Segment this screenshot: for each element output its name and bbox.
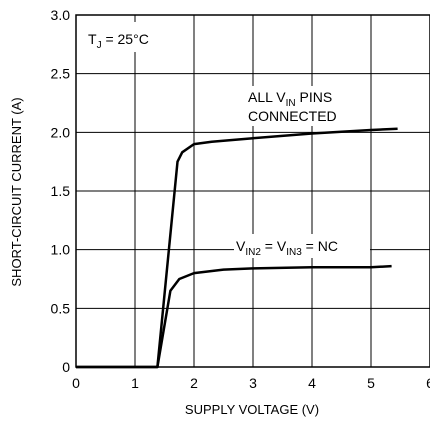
y-tick-label: 3.0 (51, 7, 71, 23)
y-tick-label: 2.5 (51, 66, 71, 82)
x-tick-label: 3 (249, 375, 257, 391)
condition-rest: = 25°C (102, 31, 149, 47)
x-tick-label: 4 (308, 375, 316, 391)
nc-box (234, 234, 370, 258)
condition-main: T (88, 31, 97, 47)
x-tick-label: 1 (131, 375, 139, 391)
y-axis-label: SHORT-CIRCUIT CURRENT (A) (9, 97, 24, 286)
nc-b: = V (261, 238, 287, 254)
x-tick-label: 2 (190, 375, 198, 391)
nc-label: VIN2 = VIN3 = NC (236, 238, 338, 258)
all-pins-line1-sub: IN (286, 98, 296, 109)
x-axis-label: SUPPLY VOLTAGE (V) (185, 402, 319, 417)
y-tick-label: 2.0 (51, 124, 71, 140)
x-tick-label: 5 (367, 375, 375, 391)
all-pins-label-line2: CONNECTED (248, 108, 337, 124)
all-pins-line1-b: PINS (296, 89, 333, 105)
condition-sub: J (97, 40, 102, 51)
tick-labels: 0 1 2 3 4 5 6 0 0.5 1.0 1.5 2.0 2.5 3.0 (51, 7, 430, 391)
all-pins-box (246, 86, 358, 126)
y-tick-label: 0 (62, 359, 70, 375)
nc-c: = NC (302, 238, 338, 254)
y-tick-label: 1.5 (51, 183, 71, 199)
y-tick-label: 0.5 (51, 300, 71, 316)
x-tick-label: 6 (426, 375, 430, 391)
y-tick-label: 1.0 (51, 242, 71, 258)
nc-a: V (236, 238, 246, 254)
all-pins-line1-a: ALL V (248, 89, 286, 105)
series-line-1 (76, 127, 398, 369)
plot-frame (75, 14, 430, 368)
nc-sub2: IN3 (286, 247, 302, 258)
x-tick-label: 0 (72, 375, 80, 391)
condition-label: TJ = 25°C (88, 31, 149, 51)
grid (76, 15, 430, 367)
series-line-2 (76, 264, 392, 369)
all-pins-label-line1: ALL VIN PINS (248, 89, 332, 109)
series-lines (76, 127, 398, 369)
nc-sub1: IN2 (245, 247, 261, 258)
condition-box (79, 22, 167, 52)
